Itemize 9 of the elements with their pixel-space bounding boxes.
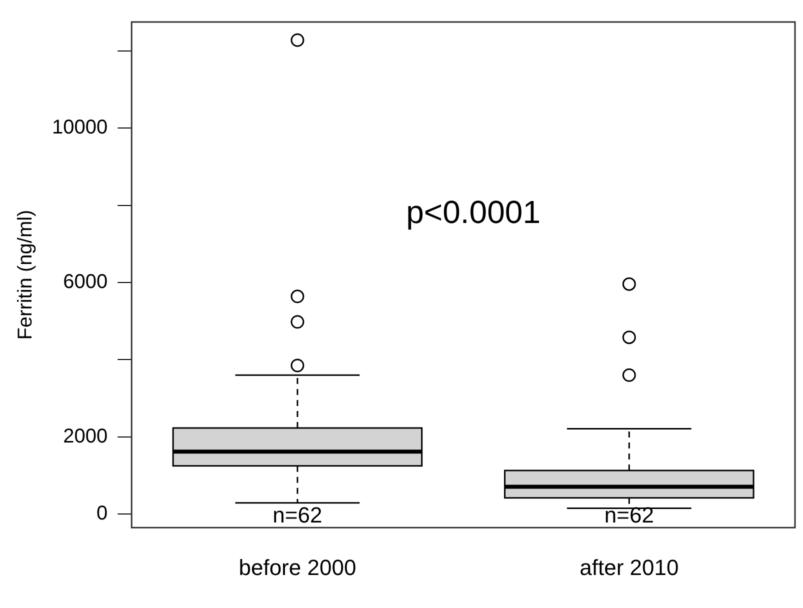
y-axis-title: Ferritin (ng/ml) <box>14 210 37 340</box>
annotation: n=62 <box>272 502 322 528</box>
x-tick-label: after 2010 <box>580 554 679 580</box>
y-tick-label: 10000 <box>52 116 108 139</box>
y-tick-label: 2000 <box>63 425 108 448</box>
x-tick-label: before 2000 <box>238 554 356 580</box>
y-tick-label: 6000 <box>63 271 108 294</box>
y-tick-label: 0 <box>96 502 108 525</box>
annotation: p<0.0001 <box>406 194 540 230</box>
